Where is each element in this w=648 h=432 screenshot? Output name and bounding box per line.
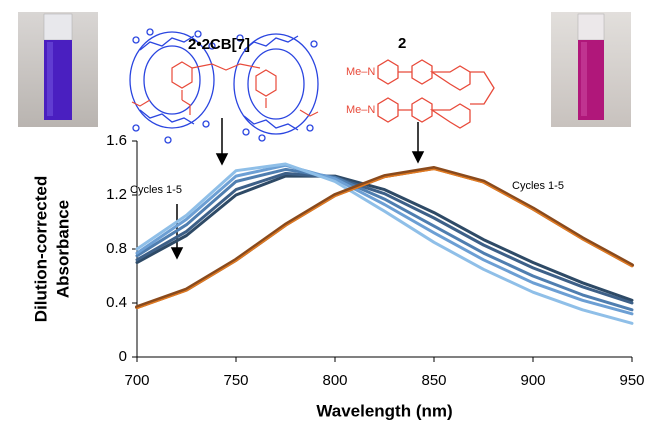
y-axis-title: Dilution-corrected: [31, 176, 50, 322]
arrows: [172, 118, 423, 258]
x-tick-label: 900: [520, 372, 545, 389]
chart: 0 0.4 0.8 1.2 1.6 700 750 800 850 900 950 Wavelengt…: [0, 0, 648, 427]
y-tick-label: 1.6: [106, 132, 127, 149]
x-axis-title: Wavelength (nm): [316, 401, 452, 420]
photo-left: [18, 12, 98, 127]
x-tick-label: 750: [223, 372, 248, 389]
y-tick-label: 0: [119, 348, 127, 365]
x-tick-label: 800: [322, 372, 347, 389]
annotation: Me–N: [346, 104, 375, 116]
plot-area: 0 0.4 0.8 1.2 1.6 700 750 800 850 900 950 Wavelengt…: [31, 132, 644, 421]
annotation: 2•2CB[7]: [188, 36, 250, 53]
photo-right: [551, 12, 631, 127]
y-tick-label: 1.2: [106, 186, 127, 203]
x-tick-label: 950: [619, 372, 644, 389]
page: 0 0.4 0.8 1.2 1.6 700 750 800 850 900 950 Wavelengt…: [0, 0, 648, 432]
compound-2-structure: [378, 60, 494, 128]
guest-in-cb7: [132, 62, 318, 116]
y-axis-title: Absorbance: [53, 200, 72, 298]
annotation: Cycles 1-5: [130, 184, 182, 196]
y-tick-label: 0.8: [106, 240, 127, 257]
x-tick-label: 700: [124, 372, 149, 389]
annotation: Cycles 1-5: [512, 180, 564, 192]
y-tick-label: 0.4: [106, 294, 127, 311]
x-tick-label: 850: [421, 372, 446, 389]
annotation: 2: [398, 35, 406, 52]
annotation: Me–N: [346, 66, 375, 78]
